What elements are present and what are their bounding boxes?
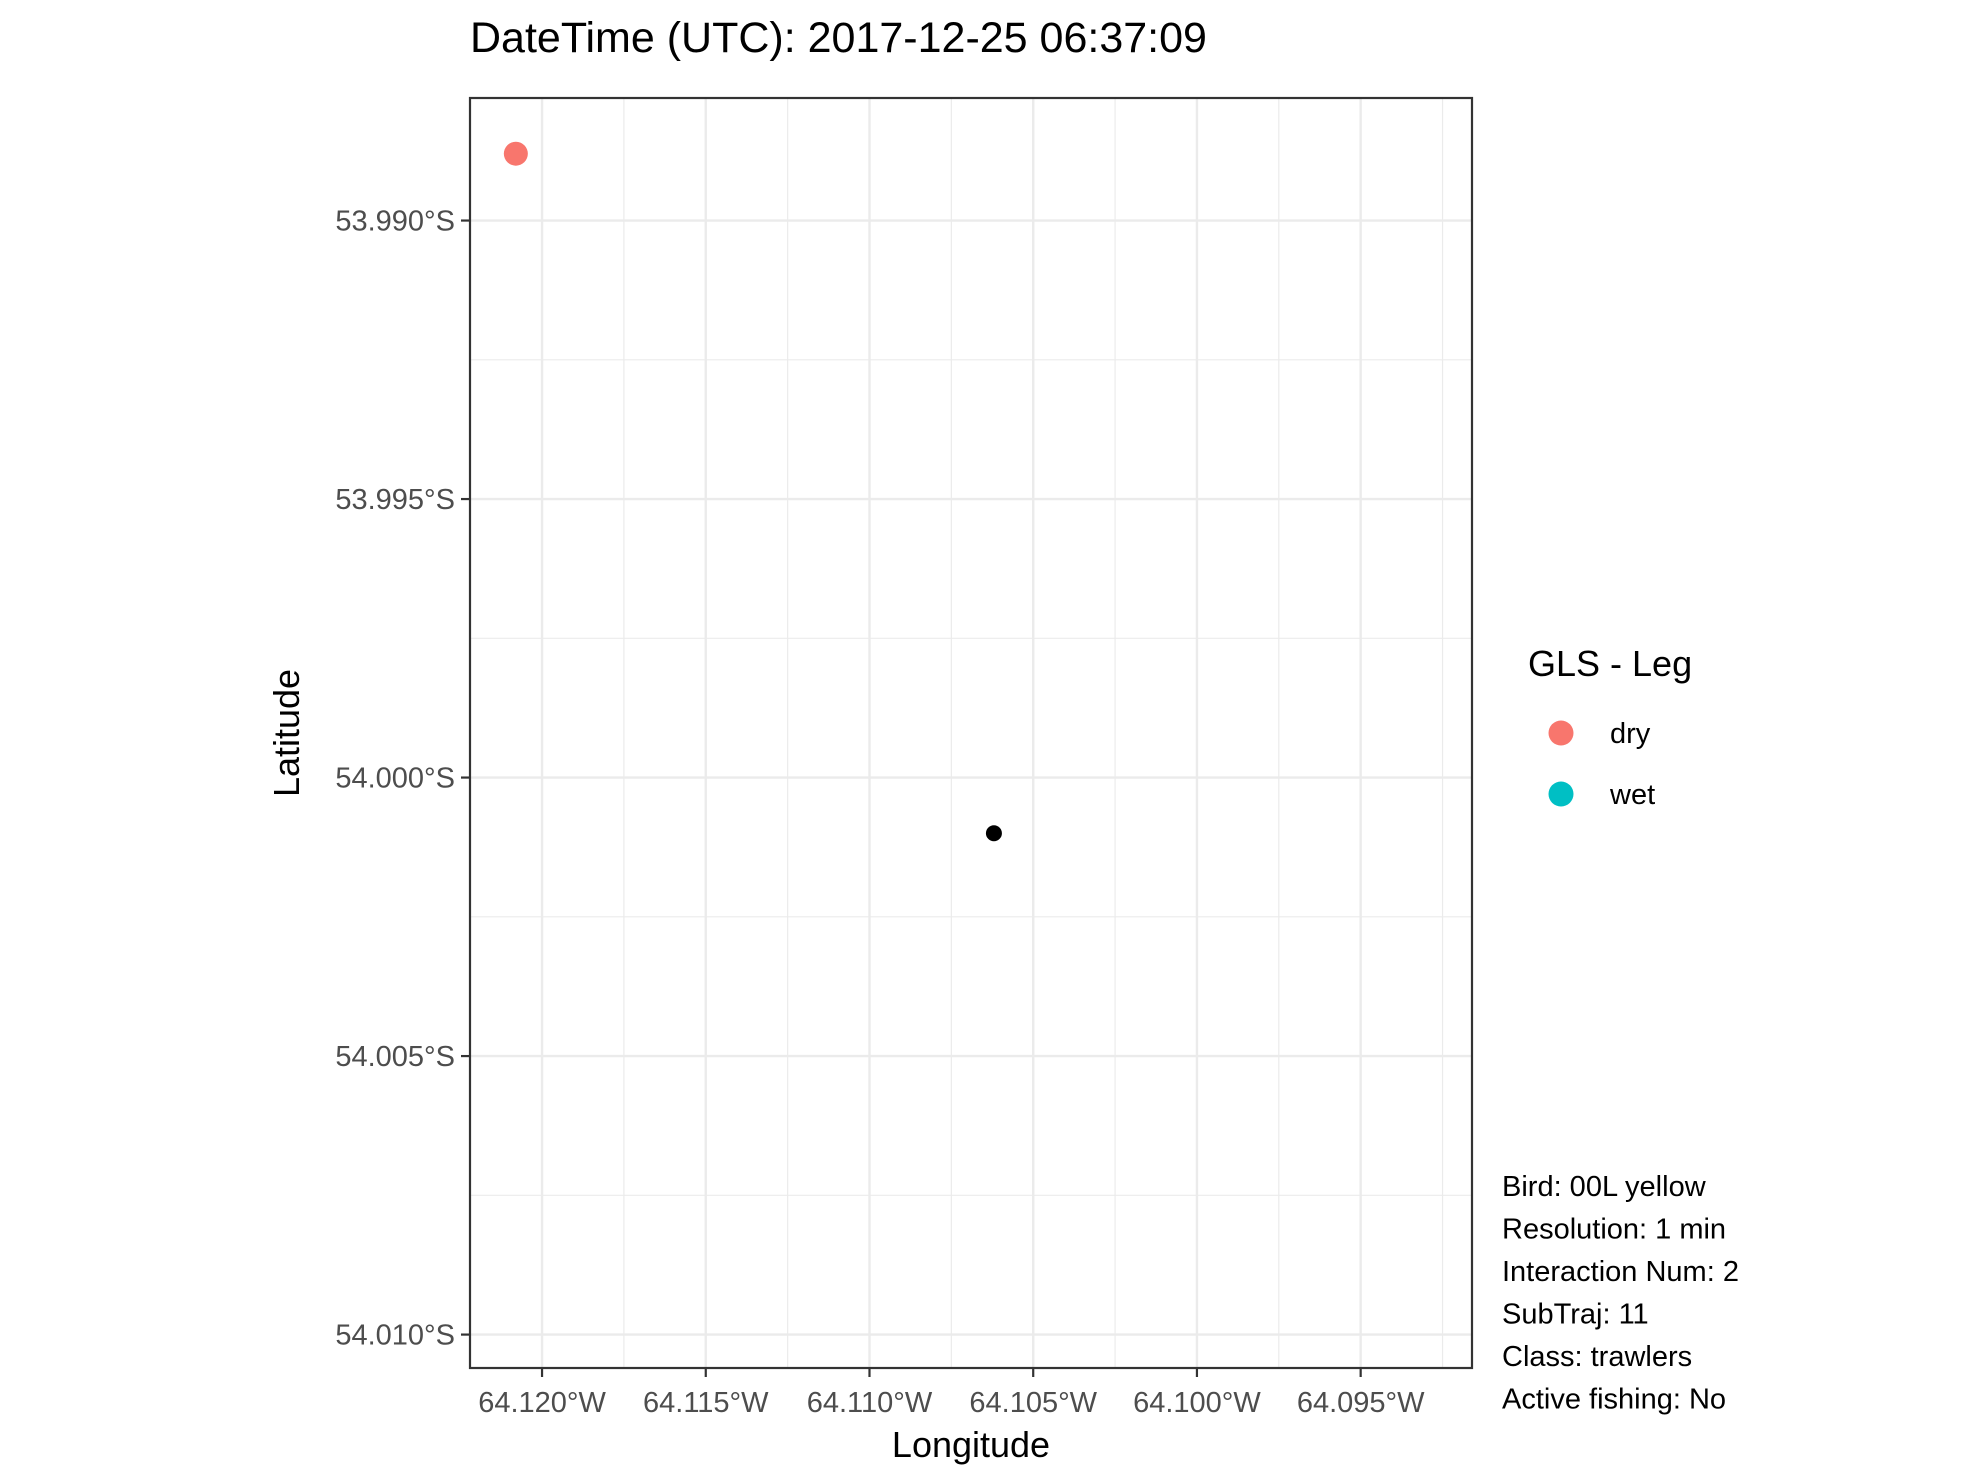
y-tick-label: 53.995°S	[335, 484, 455, 516]
info-line: SubTraj: 11	[1502, 1299, 1649, 1331]
data-point	[985, 825, 1002, 842]
legend-label-dry: dry	[1610, 718, 1651, 750]
x-tick-label: 64.115°W	[643, 1387, 769, 1419]
info-line: Resolution: 1 min	[1502, 1214, 1726, 1246]
legend: GLS - Leg dry wet	[1528, 643, 1692, 811]
y-tick-label: 54.000°S	[335, 763, 455, 795]
info-block: Bird: 00L yellow Resolution: 1 min Interac…	[1502, 1171, 1739, 1416]
data-points	[503, 141, 1002, 842]
info-line: Class: trawlers	[1502, 1341, 1692, 1373]
x-axis-title: Longitude	[892, 1424, 1050, 1465]
y-axis: 53.990°S 53.995°S 54.000°S 54.005°S 54.010°S	[335, 206, 470, 1352]
chart-title: DateTime (UTC): 2017-12-25 06:37:09	[470, 14, 1207, 62]
info-line: Interaction Num: 2	[1502, 1256, 1739, 1288]
data-point	[503, 141, 528, 166]
info-line: Active fishing: No	[1502, 1384, 1726, 1416]
plot-panel	[470, 98, 1472, 1368]
info-line: Bird: 00L yellow	[1502, 1171, 1707, 1203]
y-axis-title: Latitude	[266, 669, 307, 797]
legend-key-wet	[1548, 781, 1574, 807]
y-tick-label: 53.990°S	[335, 206, 455, 238]
x-tick-label: 64.100°W	[1133, 1387, 1261, 1419]
gridlines	[470, 98, 1472, 1368]
x-tick-label: 64.105°W	[969, 1387, 1097, 1419]
x-axis: 64.120°W 64.115°W 64.110°W 64.105°W 64.100°W…	[478, 1368, 1425, 1419]
y-tick-label: 54.005°S	[335, 1041, 455, 1073]
x-tick-label: 64.110°W	[807, 1387, 933, 1419]
x-tick-label: 64.095°W	[1297, 1387, 1425, 1419]
x-tick-label: 64.120°W	[478, 1387, 606, 1419]
plot-border	[468, 96, 1474, 1370]
legend-label-wet: wet	[1609, 779, 1655, 811]
y-tick-label: 54.010°S	[335, 1320, 455, 1352]
legend-title: GLS - Leg	[1528, 643, 1692, 684]
legend-key-dry	[1548, 720, 1574, 746]
